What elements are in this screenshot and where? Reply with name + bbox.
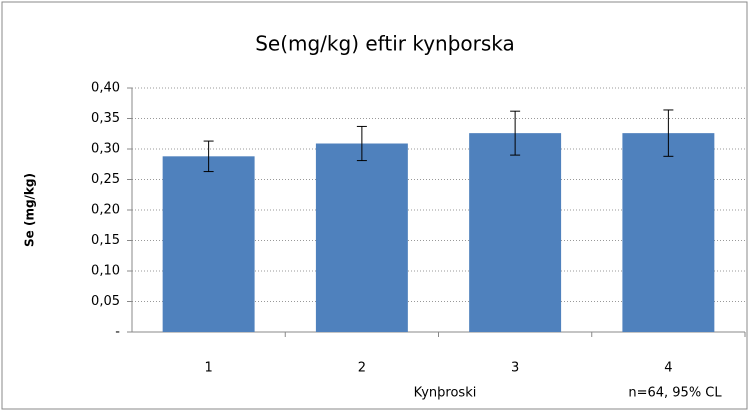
- x-tick-label: 1: [204, 361, 212, 376]
- x-axis-label: Kynþroski: [414, 386, 477, 401]
- x-tick-label: 3: [511, 361, 519, 376]
- x-tick-label: 4: [664, 361, 672, 376]
- bar: [622, 133, 715, 332]
- bar: [469, 133, 562, 332]
- y-tick-label: 0,35: [91, 111, 120, 126]
- y-tick-label: 0,40: [91, 81, 120, 96]
- y-tick-label: 0,20: [91, 203, 120, 218]
- y-tick-label: 0,30: [91, 142, 120, 157]
- chart-title: Se(mg/kg) eftir kynþorska: [255, 32, 515, 56]
- y-tick-label: 0,05: [91, 294, 120, 309]
- x-tick-label: 2: [358, 361, 366, 376]
- y-tick-label: -: [115, 325, 120, 340]
- bar: [315, 143, 408, 332]
- bar: [162, 156, 255, 332]
- y-axis-label: Se (mg/kg): [23, 173, 37, 247]
- y-tick-label: 0,15: [91, 233, 120, 248]
- annotation: n=64, 95% CL: [628, 386, 722, 401]
- y-tick-label: 0,25: [91, 172, 120, 187]
- y-tick-label: 0,10: [91, 264, 120, 279]
